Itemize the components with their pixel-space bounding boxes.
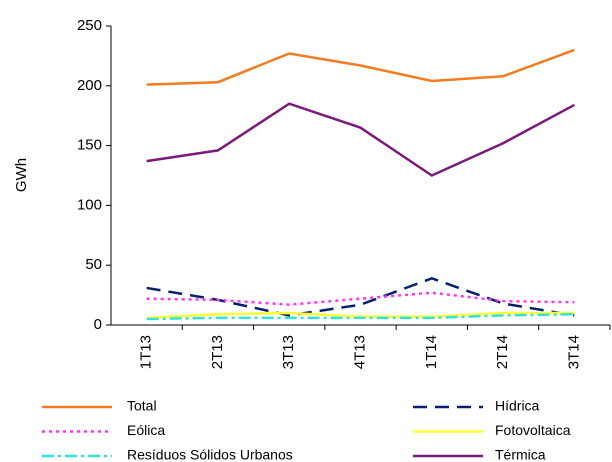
y-tick-label: 250: [77, 17, 102, 34]
legend-label: Resíduos Sólidos Urbanos: [127, 447, 293, 462]
legend-label: Hídrica: [495, 398, 540, 414]
y-tick-label: 0: [94, 316, 102, 333]
y-tick-label: 100: [77, 196, 102, 213]
series-line: [146, 102, 575, 177]
legend-label: Eólica: [127, 422, 165, 438]
y-tick-label: 200: [77, 77, 102, 94]
series-line: [146, 312, 575, 321]
x-tick-label: 4T13: [351, 335, 368, 369]
legend: Total Hídrica Eólica Fotovoltaica Resíduos S…: [42, 398, 571, 462]
y-tick-label: 50: [85, 256, 102, 273]
x-tick-label: 1T13: [138, 335, 155, 369]
y-tick-label: 150: [77, 137, 102, 154]
x-tick-label: 2T13: [209, 335, 226, 369]
series-line: [146, 277, 575, 317]
series-line: [146, 291, 575, 306]
legend-label: Térmica: [495, 447, 546, 462]
x-tick-label: 1T14: [423, 335, 440, 369]
legend-label: Total: [127, 398, 157, 414]
y-axis-label: GWh: [13, 158, 30, 192]
legend-label: Fotovoltaica: [495, 422, 571, 438]
series-line: [146, 48, 575, 86]
x-tick-label: 3T14: [565, 335, 582, 369]
x-tick-label: 3T13: [280, 335, 297, 369]
x-tick-label: 2T14: [494, 335, 511, 369]
